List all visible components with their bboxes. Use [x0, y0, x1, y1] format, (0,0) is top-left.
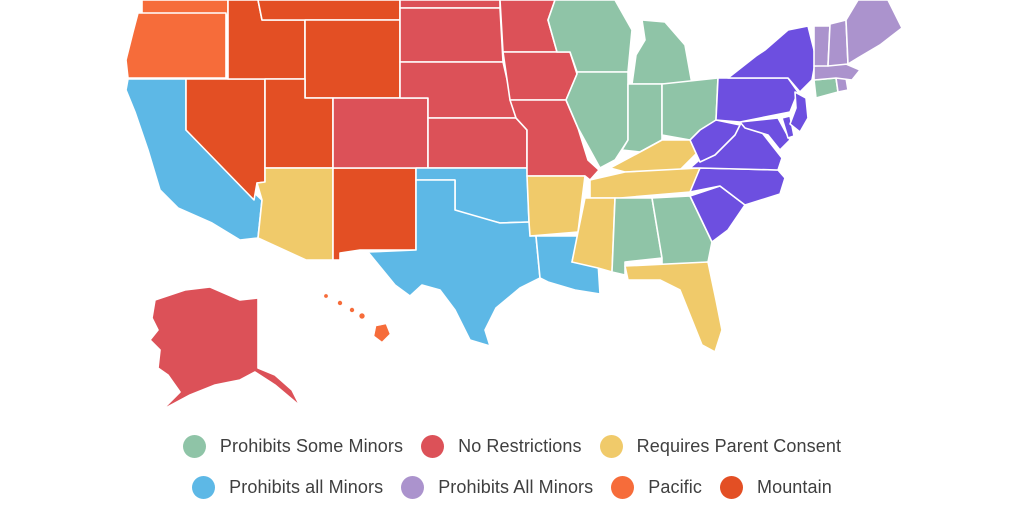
hawaii-island-oahu	[337, 300, 343, 306]
legend-dot-icon	[421, 434, 445, 458]
state-alaska[interactable]	[149, 286, 301, 411]
legend-item[interactable]: Prohibits all Minors	[192, 474, 383, 500]
legend-item[interactable]: Prohibits Some Minors	[182, 433, 404, 459]
legend-label: Mountain	[756, 476, 832, 497]
state-north-dakota[interactable]	[399, 0, 501, 9]
state-indiana[interactable]	[621, 83, 663, 153]
state-wyoming[interactable]	[304, 19, 401, 99]
legend-label: Prohibits Some Minors	[219, 435, 404, 456]
state-colorado[interactable]	[332, 97, 429, 169]
state-montana[interactable]	[257, 0, 401, 21]
state-maryland[interactable]	[739, 117, 791, 151]
hawaii-island-molokai	[349, 307, 355, 313]
legend-label: Prohibits All Minors	[438, 476, 594, 497]
state-south-dakota[interactable]	[399, 7, 504, 63]
legend-item[interactable]: Prohibits All Minors	[401, 474, 593, 500]
state-new-york[interactable]	[727, 25, 817, 93]
legend-dot-icon	[599, 434, 623, 458]
state-oregon[interactable]	[125, 12, 227, 79]
state-rhode-island[interactable]	[835, 77, 849, 93]
legend-dot-icon	[611, 475, 635, 499]
hawaii-island-maui	[358, 312, 366, 320]
us-map	[125, 0, 903, 411]
legend-label: Prohibits all Minors	[229, 476, 384, 497]
state-new-jersey[interactable]	[789, 91, 809, 133]
legend-dot-icon	[401, 475, 425, 499]
legend-dot-icon	[192, 475, 216, 499]
state-maine[interactable]	[845, 0, 903, 65]
legend-item[interactable]: No Restrictions	[421, 433, 582, 459]
state-iowa[interactable]	[502, 51, 578, 101]
state-pennsylvania[interactable]	[715, 77, 799, 123]
state-minnesota[interactable]	[499, 0, 558, 53]
legend-item[interactable]: Requires Parent Consent	[599, 433, 842, 459]
state-florida[interactable]	[624, 261, 723, 353]
state-arizona[interactable]	[256, 167, 334, 261]
state-michigan[interactable]	[631, 19, 693, 85]
legend-row-2: Prohibits all Minors Prohibits All Minor…	[0, 474, 1024, 500]
legend-label: Requires Parent Consent	[636, 435, 842, 456]
state-new-hampshire[interactable]	[827, 19, 849, 67]
legend-row-1: Prohibits Some Minors No Restrictions Re…	[0, 433, 1024, 459]
state-new-mexico[interactable]	[332, 167, 417, 261]
legend-label: Pacific	[648, 476, 702, 497]
hawaii-island-kauai	[323, 293, 329, 299]
state-texas[interactable]	[367, 179, 541, 347]
legend-label: No Restrictions	[458, 435, 582, 456]
state-kansas[interactable]	[427, 117, 528, 169]
legend-item[interactable]: Pacific	[611, 474, 702, 500]
state-west-virginia[interactable]	[689, 119, 741, 163]
legend-item[interactable]: Mountain	[719, 474, 832, 500]
state-arkansas[interactable]	[526, 175, 586, 237]
legend-dot-icon	[719, 475, 743, 499]
state-connecticut[interactable]	[813, 77, 839, 99]
state-hawaii[interactable]	[323, 293, 391, 343]
state-north-carolina[interactable]	[689, 167, 786, 206]
hawaii-island-big-island	[373, 323, 391, 343]
legend-dot-icon	[182, 434, 206, 458]
